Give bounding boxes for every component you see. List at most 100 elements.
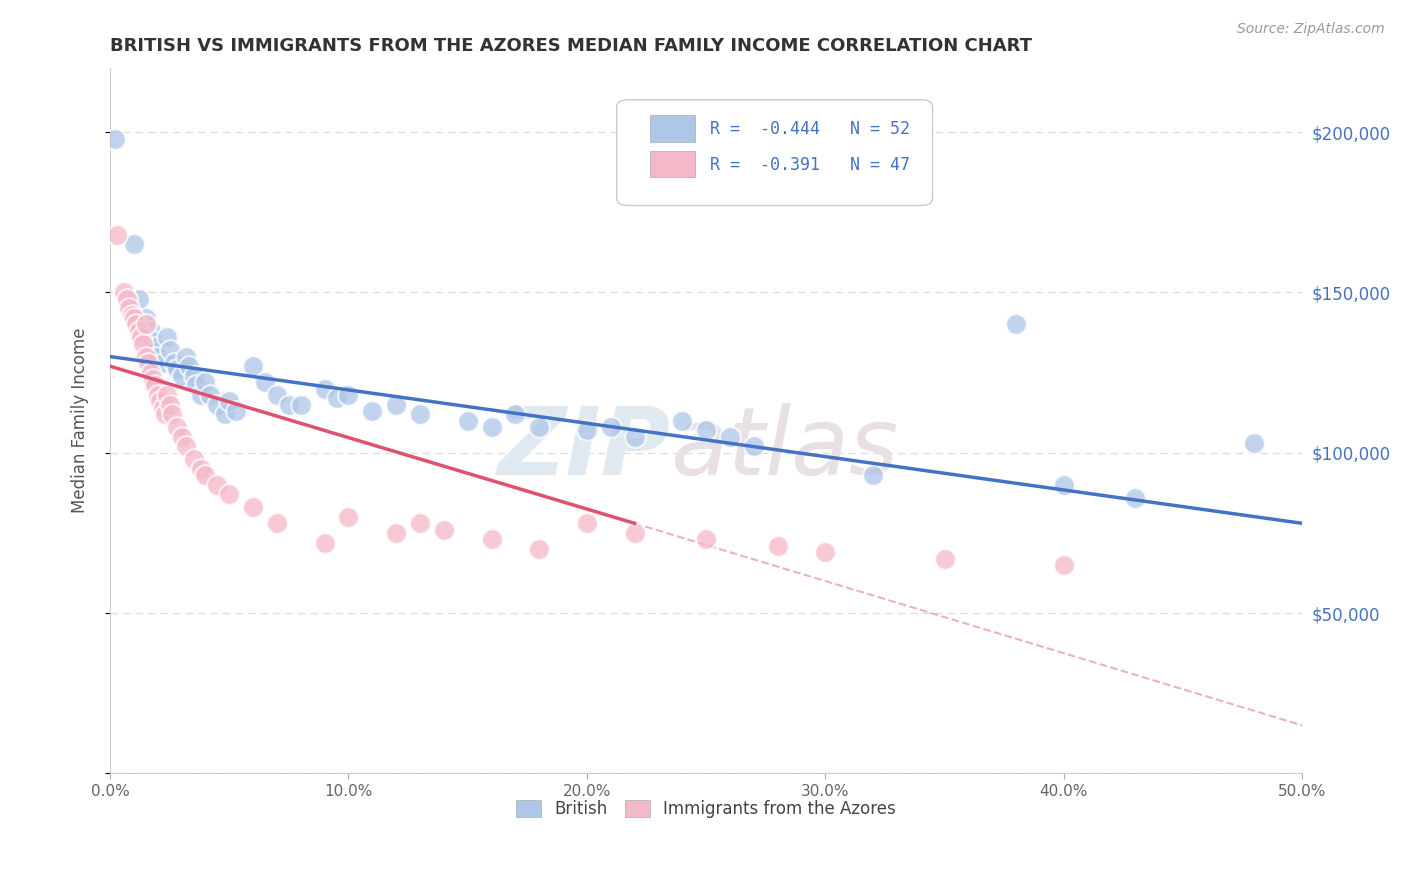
Point — [481, 533, 503, 547]
FancyBboxPatch shape — [617, 100, 932, 205]
Point — [599, 420, 621, 434]
Point — [129, 330, 152, 344]
Point — [718, 430, 741, 444]
Point — [742, 439, 765, 453]
Point — [190, 388, 212, 402]
Point — [623, 525, 645, 540]
Text: BRITISH VS IMMIGRANTS FROM THE AZORES MEDIAN FAMILY INCOME CORRELATION CHART: BRITISH VS IMMIGRANTS FROM THE AZORES ME… — [110, 37, 1032, 55]
Point — [121, 308, 143, 322]
Text: Source: ZipAtlas.com: Source: ZipAtlas.com — [1237, 22, 1385, 37]
Point — [194, 468, 217, 483]
Point — [112, 285, 135, 300]
Point — [128, 324, 150, 338]
Point — [135, 311, 157, 326]
Point — [207, 398, 229, 412]
Point — [266, 516, 288, 531]
Point — [146, 350, 169, 364]
Legend: British, Immigrants from the Azores: British, Immigrants from the Azores — [510, 794, 903, 825]
Point — [218, 394, 240, 409]
Point — [337, 388, 360, 402]
Point — [225, 404, 247, 418]
Point — [1005, 318, 1028, 332]
Point — [104, 131, 127, 145]
Point — [176, 439, 198, 453]
Point — [135, 318, 157, 332]
Y-axis label: Median Family Income: Median Family Income — [72, 328, 89, 514]
Point — [671, 414, 693, 428]
Point — [385, 525, 408, 540]
Point — [159, 343, 181, 358]
Point — [433, 523, 456, 537]
Point — [183, 452, 205, 467]
Point — [183, 368, 205, 383]
Point — [505, 407, 527, 421]
Point — [177, 359, 200, 374]
Point — [623, 430, 645, 444]
Point — [145, 378, 167, 392]
Point — [156, 330, 179, 344]
Point — [132, 336, 155, 351]
Point — [152, 356, 174, 370]
Point — [529, 420, 551, 434]
Point — [481, 420, 503, 434]
Point — [385, 398, 408, 412]
Point — [218, 487, 240, 501]
Point — [290, 398, 312, 412]
Point — [1053, 558, 1076, 572]
Point — [457, 414, 479, 428]
Point — [156, 388, 179, 402]
Point — [139, 366, 162, 380]
Point — [160, 407, 183, 421]
Point — [135, 350, 157, 364]
Point — [1243, 436, 1265, 450]
Point — [862, 468, 884, 483]
Point — [136, 356, 159, 370]
Point — [170, 368, 193, 383]
Text: ZIP: ZIP — [498, 403, 671, 495]
Point — [695, 423, 717, 437]
Point — [575, 423, 598, 437]
Point — [118, 301, 141, 316]
Point — [529, 541, 551, 556]
Text: atlas: atlas — [671, 403, 898, 494]
Point — [766, 539, 789, 553]
Point — [142, 334, 165, 348]
Point — [214, 407, 236, 421]
Point — [122, 311, 145, 326]
Point — [1123, 491, 1146, 505]
Point — [277, 398, 299, 412]
Point — [409, 407, 432, 421]
Point — [184, 378, 207, 392]
Point — [176, 350, 198, 364]
Point — [159, 398, 181, 412]
Text: R =  -0.444   N = 52: R = -0.444 N = 52 — [710, 120, 910, 138]
Point — [145, 340, 167, 354]
Point — [207, 478, 229, 492]
Point — [695, 533, 717, 547]
Point — [128, 292, 150, 306]
Point — [325, 391, 347, 405]
Point — [149, 394, 172, 409]
Point — [166, 362, 188, 376]
Point — [163, 356, 186, 370]
Point — [1053, 478, 1076, 492]
Bar — [650, 151, 696, 178]
Point — [190, 462, 212, 476]
Point — [146, 388, 169, 402]
Point — [266, 388, 288, 402]
Point — [575, 516, 598, 531]
Point — [153, 407, 176, 421]
Point — [142, 372, 165, 386]
Point — [934, 551, 956, 566]
Point — [814, 545, 837, 559]
Point — [242, 500, 264, 515]
Point — [409, 516, 432, 531]
Bar — [650, 115, 696, 142]
Point — [194, 375, 217, 389]
Point — [115, 292, 138, 306]
Point — [254, 375, 277, 389]
Text: R =  -0.391   N = 47: R = -0.391 N = 47 — [710, 155, 910, 174]
Point — [242, 359, 264, 374]
Point — [105, 227, 128, 242]
Point — [337, 509, 360, 524]
